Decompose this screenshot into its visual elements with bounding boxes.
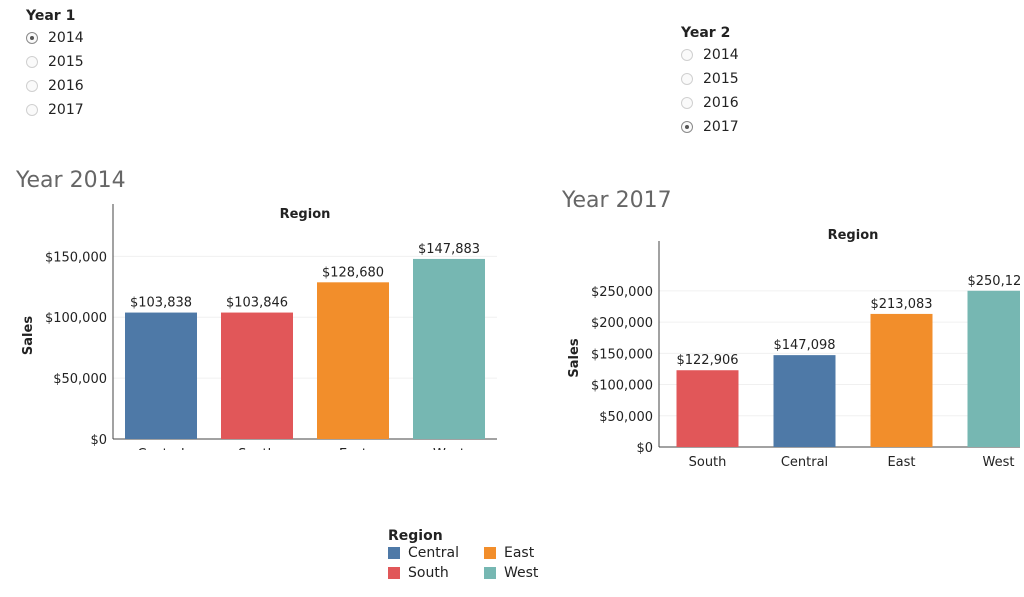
year1-option-2014[interactable]: 2014 [26,26,84,50]
y-axis-title: Sales [567,338,582,377]
x-tick-label: East [887,455,915,470]
year1-filter-title: Year 1 [26,8,76,24]
y-tick-label: $250,000 [591,285,653,300]
data-label: $103,838 [130,296,192,311]
x-tick-label: South [238,447,276,450]
data-label: $147,883 [418,242,480,257]
radio-button[interactable] [26,32,38,44]
legend-swatch [388,547,400,559]
year1-option-2015[interactable]: 2015 [26,50,84,74]
bar-east[interactable] [317,282,389,439]
year2-option-2016[interactable]: 2016 [681,91,739,115]
bar-south[interactable] [676,370,739,447]
year2-filter: Year 2 2014 2015 2016 2017 [681,25,739,139]
year1-filter: Year 1 2014 2015 2016 2017 [26,8,84,122]
legend-swatch [484,547,496,559]
year2-option-2017[interactable]: 2017 [681,115,739,139]
radio-label: 2015 [48,54,84,70]
data-label: $250,128 [967,274,1020,289]
legend-label: West [504,565,539,581]
bar-chart-year1: Region $0 $50,000 $100,000 $150,000 Sales $103… [21,204,497,450]
radio-button[interactable] [681,49,693,61]
radio-button[interactable] [681,121,693,133]
radio-label: 2016 [703,95,739,111]
year1-option-2017[interactable]: 2017 [26,98,84,122]
radio-label: 2015 [703,71,739,87]
x-tick-label: East [339,447,367,450]
legend-item-central: Central [388,545,484,561]
bar-chart-year2: Region $0 $50,000 $100,000 $150,000 $200,000 $… [567,228,1021,470]
legend-label: Central [408,545,459,561]
legend-items: Central East South West [388,545,564,581]
year1-option-2016[interactable]: 2016 [26,74,84,98]
bar-east[interactable] [870,313,933,447]
radio-label: 2017 [48,102,84,118]
data-label: $147,098 [773,338,835,353]
legend-label: East [504,545,535,561]
legend-label: South [408,565,449,581]
legend-item-south: South [388,565,484,581]
legend-item-west: West [484,565,564,581]
radio-button[interactable] [26,80,38,92]
y-tick-label: $0 [636,441,653,456]
bar-south[interactable] [221,312,293,439]
radio-label: 2014 [703,47,739,63]
y-tick-label: $200,000 [591,316,653,331]
x-tick-label: South [689,455,727,470]
legend-title: Region [388,528,443,544]
legend: Region Central East South West [388,528,564,581]
data-label: $103,846 [226,296,288,311]
radio-button[interactable] [681,97,693,109]
y-tick-label: $100,000 [591,379,653,394]
chart-title-year1: Year 2014 [16,168,126,193]
data-label: $128,680 [322,265,384,280]
column-header: Region [280,207,331,222]
column-header: Region [828,228,879,243]
chart-title-year2: Year 2017 [562,188,672,213]
legend-swatch [484,567,496,579]
legend-swatch [388,567,400,579]
radio-label: 2016 [48,78,84,94]
year2-filter-title: Year 2 [681,25,731,41]
year2-option-2014[interactable]: 2014 [681,43,739,67]
y-tick-label: $50,000 [53,372,107,387]
y-tick-label: $50,000 [599,410,653,425]
x-tick-label: Central [137,447,184,450]
radio-button[interactable] [681,73,693,85]
bar-central[interactable] [125,312,197,439]
year1-options: 2014 2015 2016 2017 [26,26,84,122]
x-tick-label: Central [781,455,828,470]
x-tick-label: West [433,447,465,450]
bar-central[interactable] [773,355,836,447]
y-tick-label: $150,000 [45,250,107,265]
y-tick-label: $100,000 [45,311,107,326]
legend-item-east: East [484,545,564,561]
data-label: $213,083 [870,297,932,312]
year2-options: 2014 2015 2016 2017 [681,43,739,139]
year2-option-2015[interactable]: 2015 [681,67,739,91]
radio-label: 2014 [48,30,84,46]
radio-button[interactable] [26,104,38,116]
y-tick-label: $0 [90,433,107,448]
radio-button[interactable] [26,56,38,68]
x-tick-label: West [983,455,1015,470]
y-tick-label: $150,000 [591,347,653,362]
y-axis-title: Sales [21,316,36,355]
bar-west[interactable] [413,258,485,439]
data-label: $122,906 [676,353,738,368]
radio-label: 2017 [703,119,739,135]
bar-west[interactable] [967,290,1021,447]
